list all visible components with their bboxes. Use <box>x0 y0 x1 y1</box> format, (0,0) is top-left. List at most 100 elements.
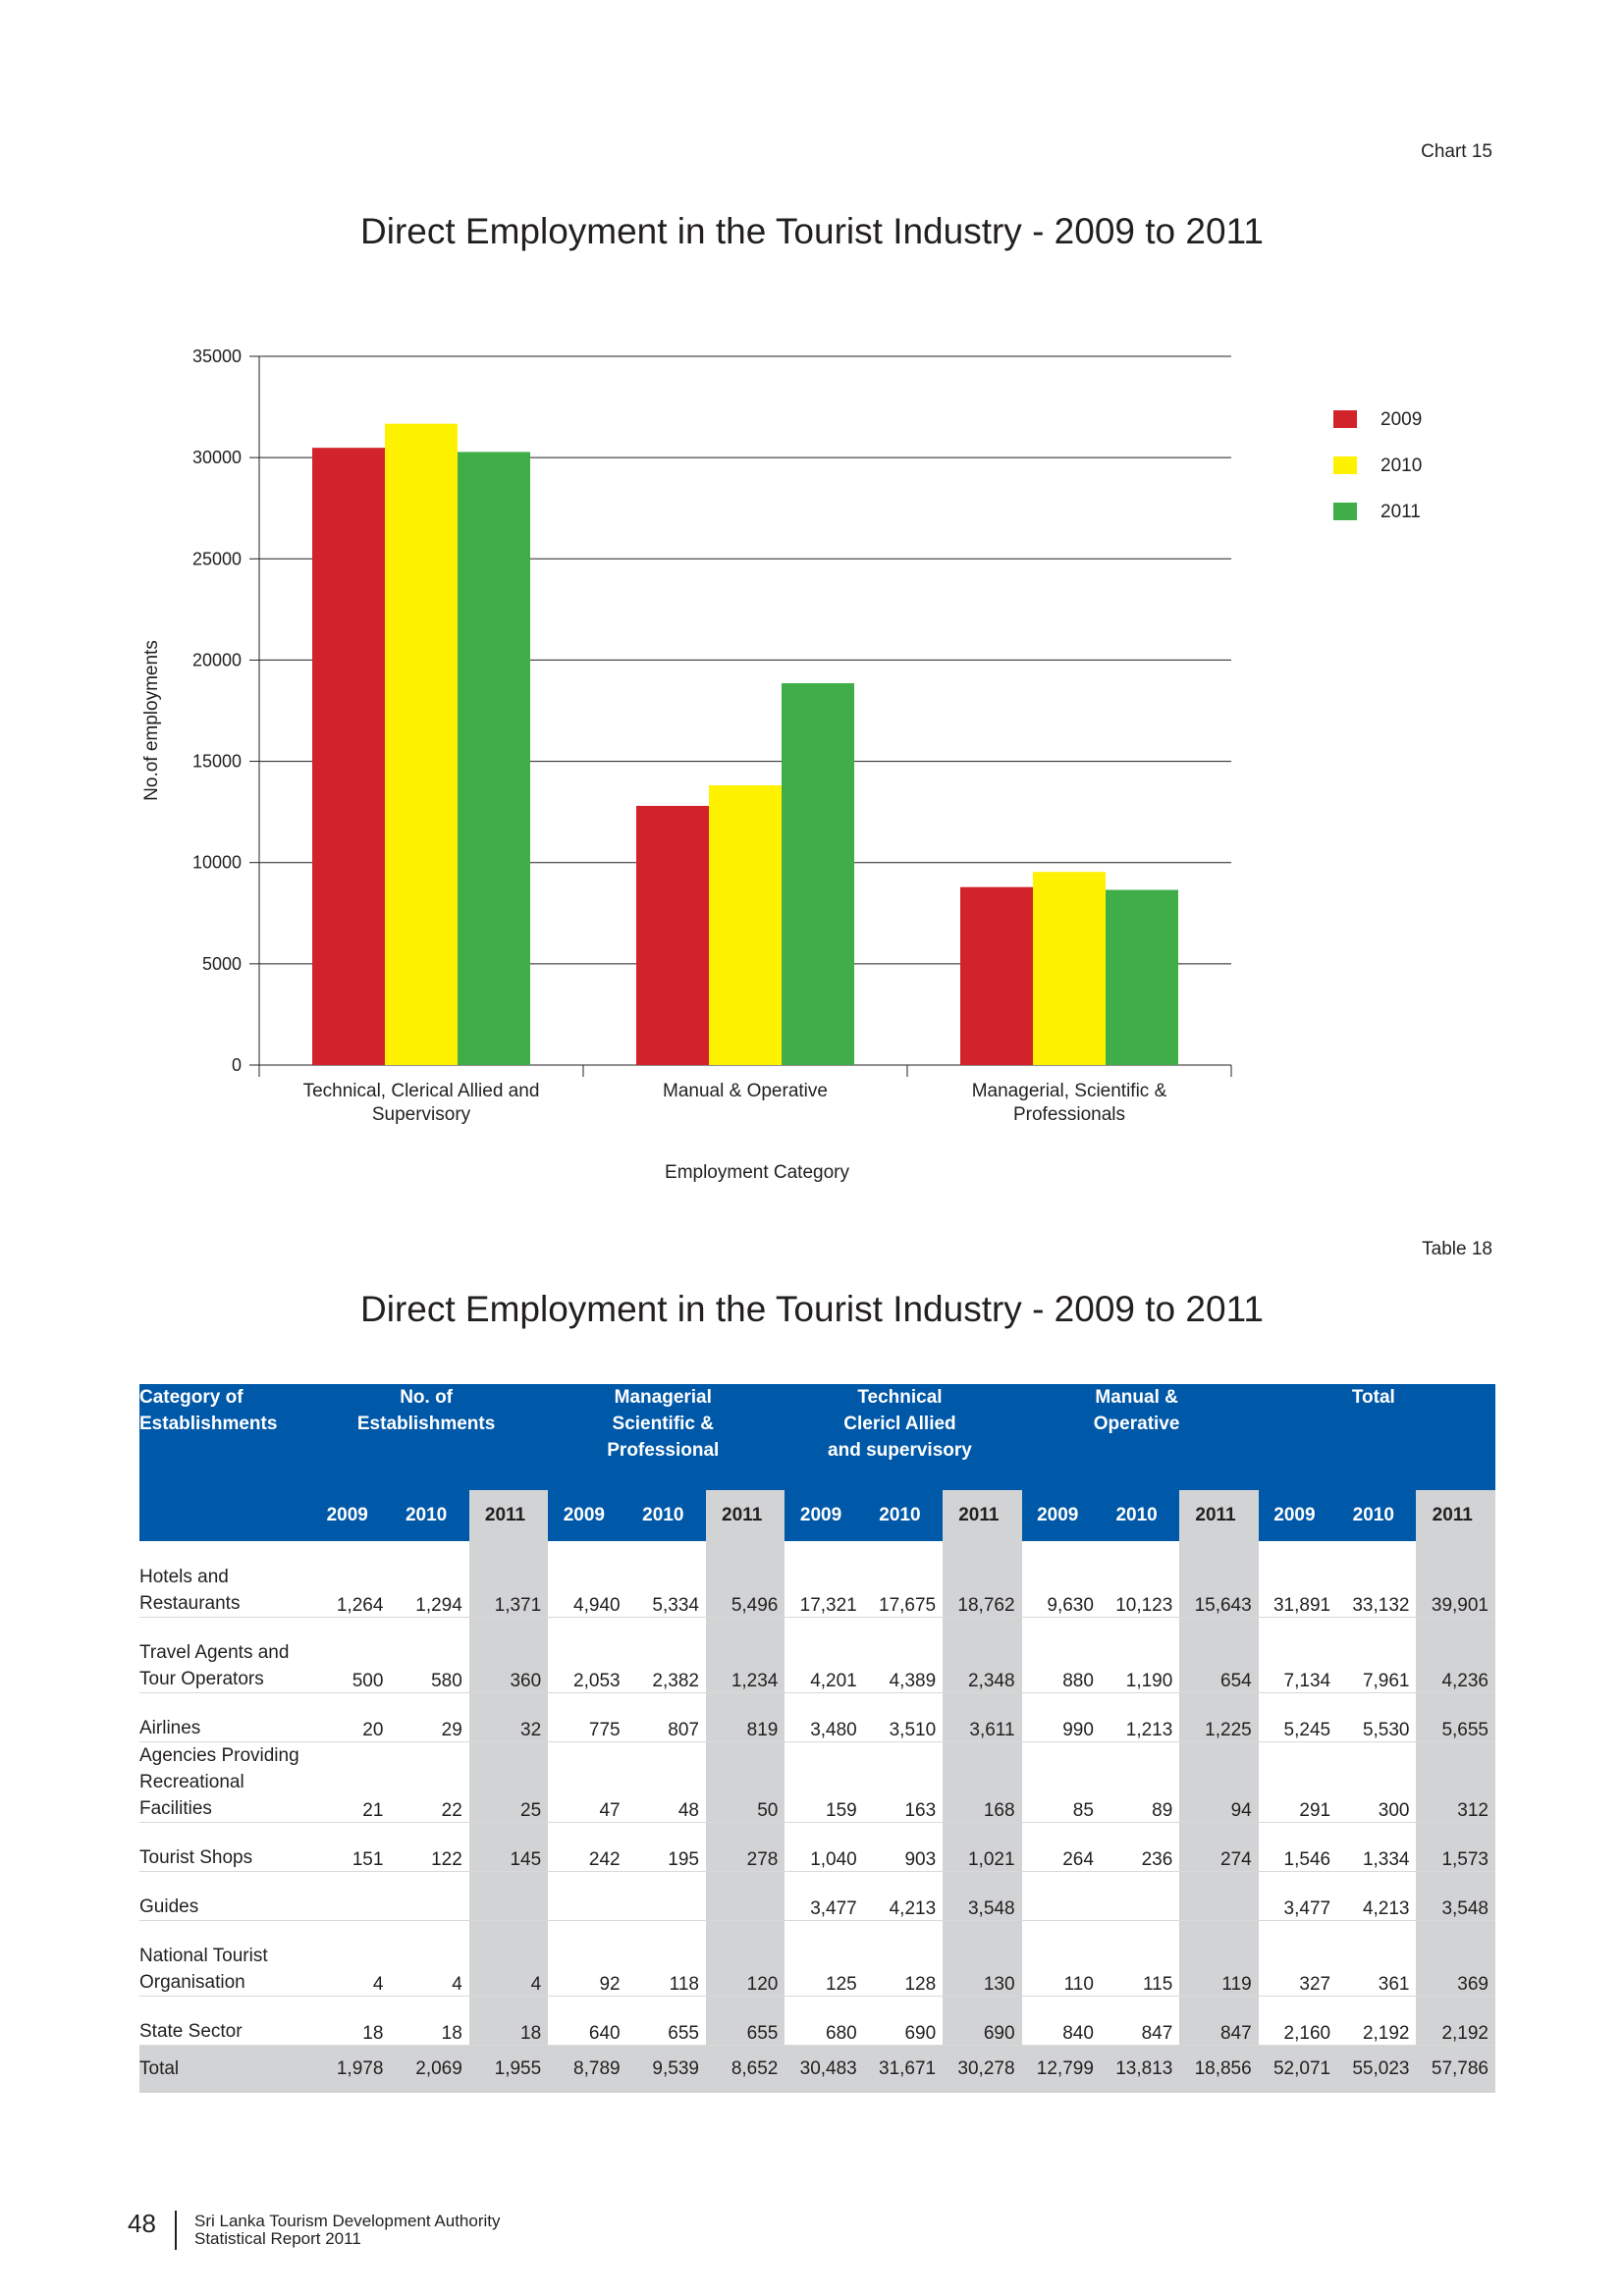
y-tick-label: 30000 <box>192 448 242 467</box>
table-cell: 990 <box>1021 1692 1101 1742</box>
chart-number-label: Chart 15 <box>1421 141 1492 162</box>
employment-table: Category of Establishments No. of Establish… <box>139 1384 1495 2093</box>
table-cell: 145 <box>468 1822 549 1872</box>
table-cell: 5,245 <box>1258 1692 1338 1742</box>
total-cell: 12,799 <box>1021 2045 1101 2093</box>
header-year: 2009 <box>785 1490 864 1541</box>
table-cell: 312 <box>1416 1741 1495 1823</box>
table-cell <box>626 1871 706 1921</box>
table-cell: 680 <box>785 1996 864 2046</box>
table-cell: 47 <box>548 1741 627 1823</box>
total-label: Total <box>139 2045 312 2093</box>
header-year: 2010 <box>626 1490 706 1541</box>
table-cell: 1,294 <box>390 1541 469 1618</box>
table-cell: 32 <box>468 1692 549 1742</box>
row-category: National Tourist Organisation <box>139 1920 312 1997</box>
header-group: Manual & Operative <box>1021 1384 1259 1490</box>
table-cell: 847 <box>1179 1996 1259 2046</box>
total-cell: 1,955 <box>468 2045 549 2093</box>
bar <box>782 683 854 1065</box>
row-category: Guides <box>139 1871 312 1921</box>
header-year: 2011 <box>1179 1490 1259 1541</box>
table-cell: 2,160 <box>1258 1996 1338 2046</box>
table-cell: 1,040 <box>785 1822 864 1872</box>
table-row: National Tourist Organisation 4 4 4 92 118 120 1… <box>139 1920 1495 1997</box>
bar <box>385 423 458 1066</box>
header-year: 2009 <box>1258 1490 1338 1541</box>
table-cell: 3,548 <box>1416 1871 1495 1921</box>
table-cell: 4,201 <box>785 1617 864 1693</box>
table-cell: 690 <box>863 1996 944 2046</box>
total-cell: 30,483 <box>785 2045 864 2093</box>
header-year: 2011 <box>705 1490 785 1541</box>
bar <box>458 452 530 1066</box>
row-category: Hotels and Restaurants <box>139 1541 312 1618</box>
y-tick-label: 35000 <box>192 347 242 366</box>
total-cell: 13,813 <box>1100 2045 1180 2093</box>
bar <box>1033 872 1106 1065</box>
table-cell: 1,213 <box>1100 1692 1180 1742</box>
header-blank <box>139 1490 312 1541</box>
table-cell: 17,675 <box>863 1541 944 1618</box>
footer-text: Sri Lanka Tourism Development Authority … <box>194 2213 501 2248</box>
table-cell: 580 <box>390 1617 469 1693</box>
table-cell: 130 <box>943 1920 1022 1997</box>
table-cell: 33,132 <box>1337 1541 1417 1618</box>
table-cell: 274 <box>1179 1822 1259 1872</box>
total-cell: 57,786 <box>1416 2045 1495 2093</box>
table-cell: 17,321 <box>785 1541 864 1618</box>
legend-swatch <box>1333 410 1357 428</box>
table-cell: 85 <box>1021 1741 1101 1823</box>
table-cell: 7,134 <box>1258 1617 1338 1693</box>
table-cell: 1,334 <box>1337 1822 1417 1872</box>
table-cell: 29 <box>390 1692 469 1742</box>
table-cell: 110 <box>1021 1920 1101 1997</box>
page-number: 48 <box>128 2209 156 2238</box>
table-cell: 654 <box>1179 1617 1259 1693</box>
table-cell: 151 <box>311 1822 391 1872</box>
table-cell <box>468 1871 549 1921</box>
table-cell <box>1100 1871 1180 1921</box>
table-cell <box>705 1871 785 1921</box>
table-cell: 4,389 <box>863 1617 944 1693</box>
table-cell: 118 <box>626 1920 706 1997</box>
table-cell: 18 <box>390 1996 469 2046</box>
x-axis-label: Employment Category <box>665 1162 849 1183</box>
bar <box>709 785 782 1065</box>
table-cell: 1,021 <box>943 1822 1022 1872</box>
x-tick-label: Manual & Operative <box>663 1081 828 1101</box>
table-cell: 2,348 <box>943 1617 1022 1693</box>
footer-line-1: Sri Lanka Tourism Development Authority <box>194 2212 501 2230</box>
table-cell: 1,371 <box>468 1541 549 1618</box>
total-row: Total 1,978 2,069 1,955 8,789 9,539 8,652 30,48… <box>139 2045 1495 2093</box>
table-cell: 1,225 <box>1179 1692 1259 1742</box>
chart-title: Direct Employment in the Tourist Industr… <box>360 211 1264 251</box>
footer-line-2: Statistical Report 2011 <box>194 2229 361 2248</box>
table-cell: 5,655 <box>1416 1692 1495 1742</box>
table-cell: 3,477 <box>1258 1871 1338 1921</box>
table-row: Airlines 20 29 32 775 807 819 3,480 3,510 3,611 99… <box>139 1692 1495 1742</box>
header-year: 2009 <box>1021 1490 1101 1541</box>
table-cell: 4,940 <box>548 1541 627 1618</box>
table-cell: 20 <box>311 1692 391 1742</box>
total-cell: 9,539 <box>626 2045 706 2093</box>
table-cell: 3,477 <box>785 1871 864 1921</box>
table-cell: 50 <box>705 1741 785 1823</box>
table-cell: 4,236 <box>1416 1617 1495 1693</box>
table-cell: 361 <box>1337 1920 1417 1997</box>
table-cell: 128 <box>863 1920 944 1997</box>
table-cell: 264 <box>1021 1822 1101 1872</box>
table-cell <box>1021 1871 1101 1921</box>
table-cell: 1,234 <box>705 1617 785 1693</box>
legend-label: 2011 <box>1380 502 1421 522</box>
table-cell: 5,334 <box>626 1541 706 1618</box>
table-cell: 880 <box>1021 1617 1101 1693</box>
total-cell: 2,069 <box>390 2045 469 2093</box>
bar-chart: 0 5000 10000 15000 20000 25000 30000 35000 Techn… <box>141 347 1232 1183</box>
table-cell: 18,762 <box>943 1541 1022 1618</box>
table-cell: 94 <box>1179 1741 1259 1823</box>
footer-divider <box>175 2211 177 2250</box>
table-cell: 195 <box>626 1822 706 1872</box>
table-cell: 3,510 <box>863 1692 944 1742</box>
table-cell: 807 <box>626 1692 706 1742</box>
